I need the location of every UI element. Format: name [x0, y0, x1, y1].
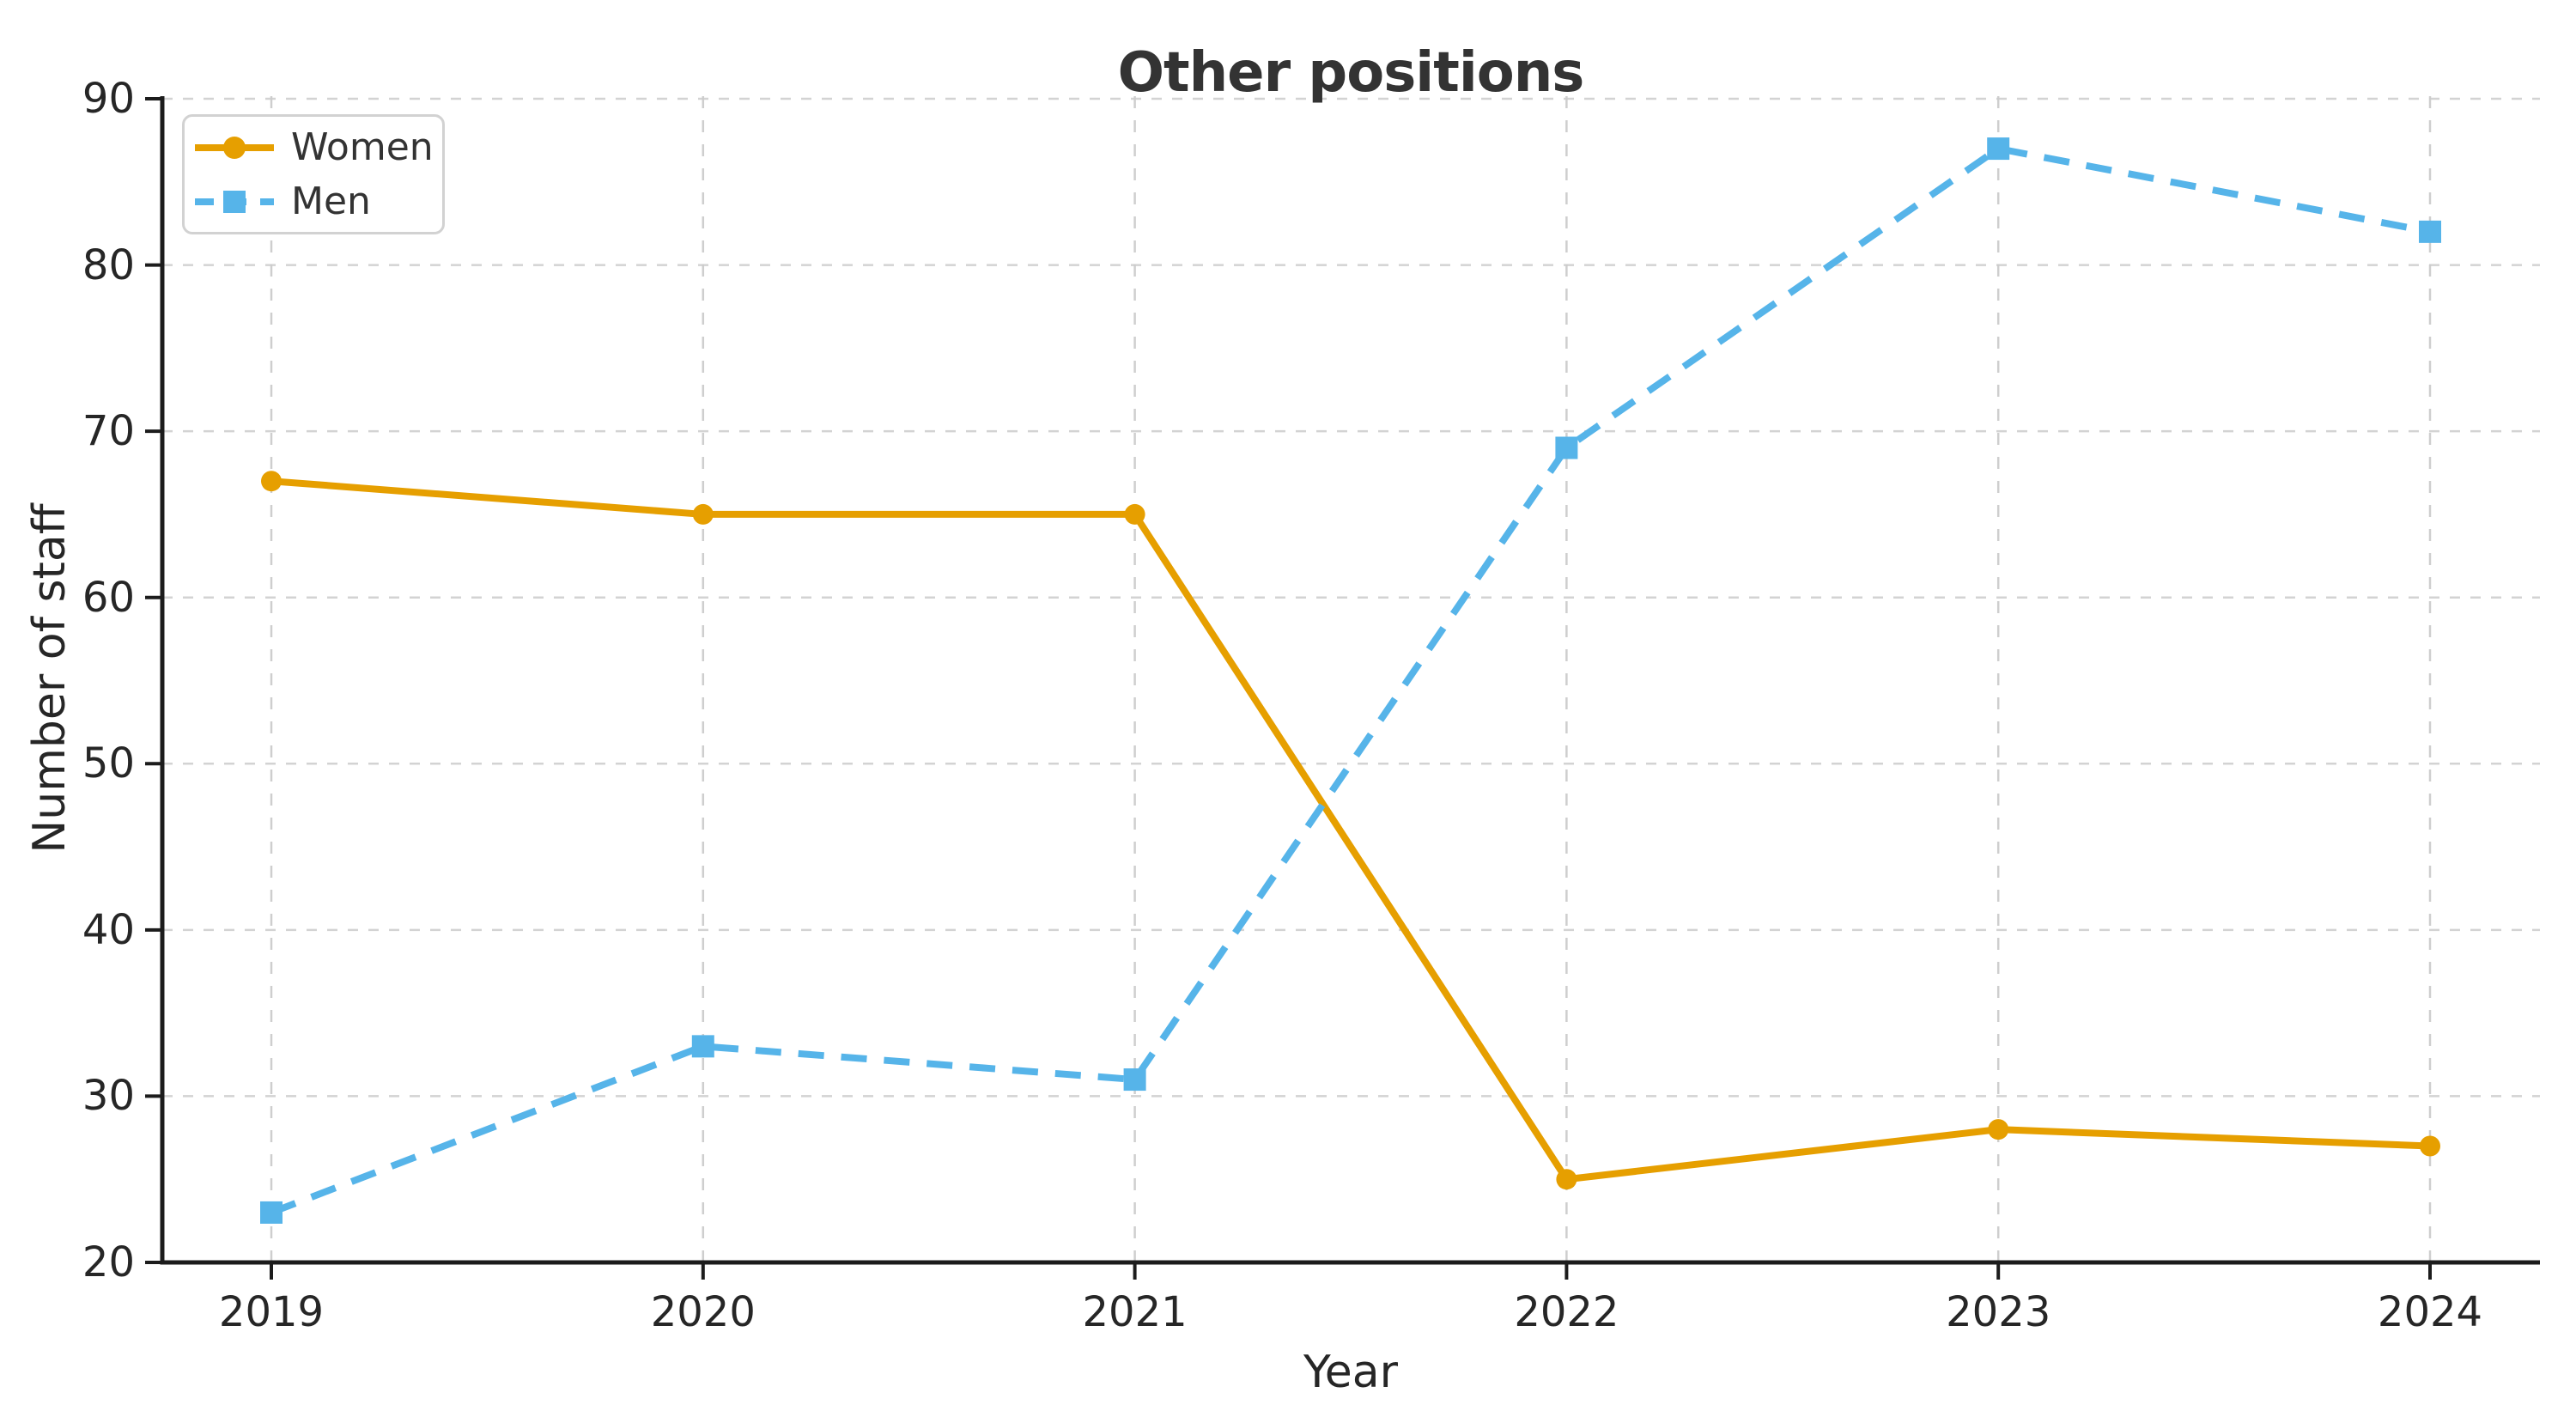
xtick-label: 2021 [1082, 1288, 1188, 1336]
legend-item-men: Men [193, 179, 442, 223]
xtick-label: 2020 [650, 1288, 756, 1336]
legend-item-women: Women [193, 125, 442, 169]
marker-men-2022 [1555, 436, 1578, 459]
marker-women-2019 [261, 471, 282, 492]
ytick-label: 30 [82, 1072, 135, 1121]
xtick-label: 2019 [218, 1288, 325, 1336]
ytick-label: 20 [82, 1238, 135, 1286]
xtick-label: 2023 [1946, 1288, 2051, 1336]
ytick-label: 70 [82, 407, 135, 456]
marker-women-2021 [1124, 503, 1145, 525]
marker-women-2020 [692, 503, 714, 525]
ytick-label: 40 [82, 905, 135, 954]
marker-women-2022 [1556, 1169, 1577, 1190]
ytick-label: 60 [82, 573, 135, 622]
marker-men-2020 [691, 1035, 714, 1058]
xtick-label: 2022 [1514, 1288, 1619, 1336]
marker-men-2023 [1987, 137, 2010, 161]
xtick-label: 2024 [2377, 1288, 2483, 1336]
ytick-label: 50 [82, 739, 135, 788]
marker-men-2021 [1123, 1068, 1146, 1092]
legend: Women Men [182, 114, 445, 234]
x-axis-label: Year [1303, 1347, 1399, 1398]
page-title: Other positions [1117, 41, 1585, 105]
ytick-label: 80 [82, 240, 135, 289]
legend-women-line-marker-icon [195, 136, 274, 159]
legend-men-line-marker-icon [195, 190, 274, 213]
marker-women-2023 [1988, 1119, 2009, 1140]
series-line-women [270, 477, 2431, 1183]
series-line-men [270, 145, 2431, 1216]
legend-label-women: Women [291, 125, 434, 169]
marker-men-2024 [2419, 220, 2441, 243]
marker-men-2019 [260, 1201, 283, 1224]
y-axis-label: Number of staff [24, 503, 76, 854]
legend-label-men: Men [291, 179, 371, 223]
marker-women-2024 [2420, 1135, 2440, 1157]
ytick-label: 90 [82, 75, 135, 123]
